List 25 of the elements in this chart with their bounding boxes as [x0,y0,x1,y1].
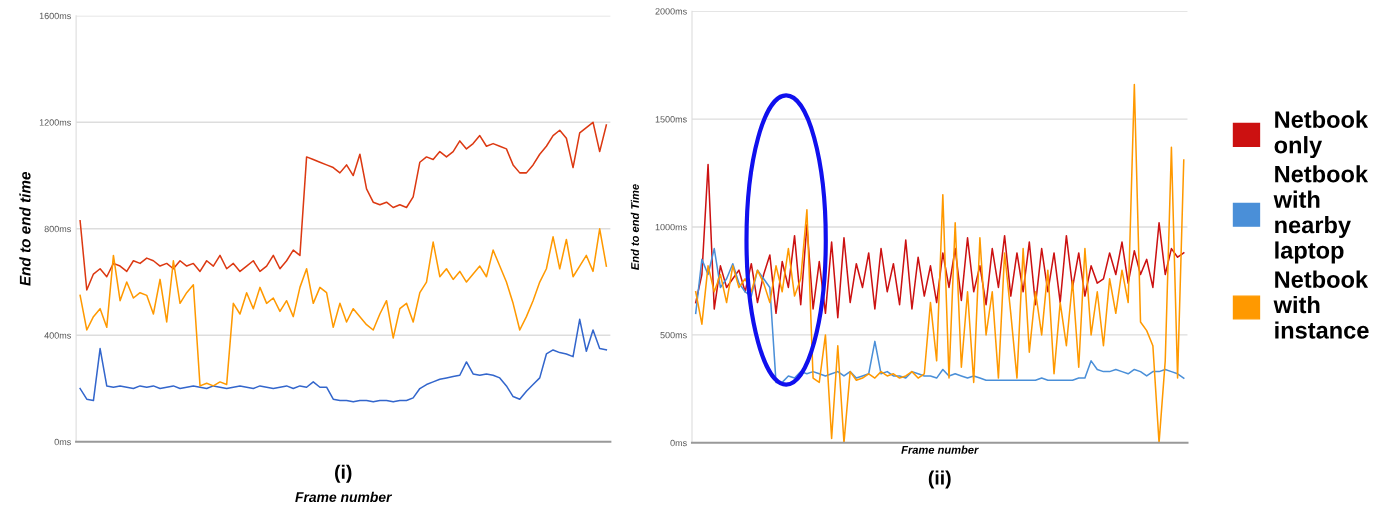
y-tick-label: 1600ms [39,12,71,20]
y-tick-label: 500ms [660,331,687,339]
line-series [79,318,608,403]
legend-label: Netbook only [1274,110,1369,159]
y-tick-label: 0ms [670,439,687,447]
y-tick-label: 0ms [54,438,71,446]
y-tick-label: 1000ms [655,223,687,231]
text: (ii) [928,470,951,489]
legend-label: Netbook with nearby laptop [1273,165,1369,264]
x-axis-title: Frame number [295,491,393,503]
y-tick-label: 400ms [44,332,71,339]
line-series [694,247,1185,384]
y-tick-label: 1500ms [655,116,687,123]
y-tick-label: 800ms [44,225,71,233]
y-tick-label: 1200ms [39,119,71,126]
line-series [694,163,1185,319]
text: (i) [335,464,352,483]
legend-label: Netbook with instance [1273,270,1369,339]
x-axis-title: Frame number [901,445,979,454]
line-series [79,121,608,291]
line-series [79,228,608,387]
y-tick-label: 2000ms [655,8,687,15]
y-axis-title: End to end time [19,171,31,286]
line-series [694,83,1185,443]
y-axis-title: End to end Time [630,184,639,270]
